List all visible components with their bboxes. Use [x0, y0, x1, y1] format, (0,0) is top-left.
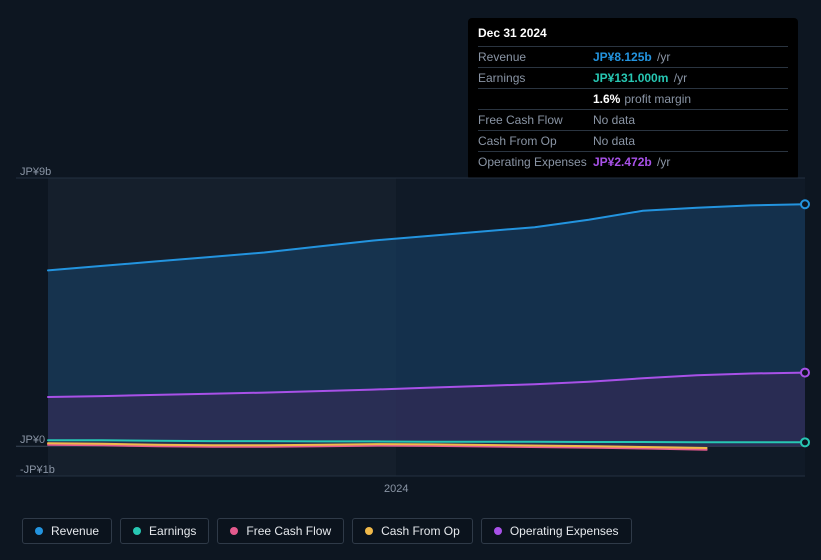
legend-item-revenue[interactable]: Revenue [22, 518, 112, 544]
tooltip-date: Dec 31 2024 [478, 26, 788, 40]
svg-text:JP¥9b: JP¥9b [20, 166, 51, 178]
chart-tooltip: Dec 31 2024 RevenueJP¥8.125b /yrEarnings… [468, 18, 798, 180]
tooltip-row: Cash From OpNo data [478, 130, 788, 151]
end-marker-revenue [801, 200, 809, 208]
legend-label: Earnings [149, 524, 196, 538]
svg-text:-JP¥1b: -JP¥1b [20, 464, 55, 476]
tooltip-row-value: 1.6%profit margin [593, 92, 691, 106]
legend-dot [230, 527, 238, 535]
tooltip-row-label [478, 92, 593, 106]
svg-text:JP¥0: JP¥0 [20, 434, 45, 446]
tooltip-row-value: JP¥131.000m /yr [593, 71, 687, 85]
legend-dot [35, 527, 43, 535]
legend-label: Cash From Op [381, 524, 460, 538]
tooltip-row-value: No data [593, 113, 635, 127]
svg-text:2024: 2024 [384, 483, 408, 495]
tooltip-row-value: No data [593, 134, 635, 148]
legend-item-earnings[interactable]: Earnings [120, 518, 209, 544]
legend-item-cash-from-op[interactable]: Cash From Op [352, 518, 473, 544]
end-marker-operating [801, 369, 809, 377]
tooltip-row: 1.6%profit margin [478, 88, 788, 109]
legend-label: Free Cash Flow [246, 524, 331, 538]
legend-label: Operating Expenses [510, 524, 619, 538]
tooltip-row-value: JP¥8.125b /yr [593, 50, 670, 64]
chart-svg: JP¥9b JP¥0 -JP¥1b 2024 [16, 160, 805, 500]
legend-dot [365, 527, 373, 535]
financials-chart[interactable]: JP¥9b JP¥0 -JP¥1b 2024 [16, 160, 805, 500]
legend-item-operating-expenses[interactable]: Operating Expenses [481, 518, 632, 544]
tooltip-row-label: Earnings [478, 71, 593, 85]
tooltip-row: EarningsJP¥131.000m /yr [478, 67, 788, 88]
legend-item-free-cash-flow[interactable]: Free Cash Flow [217, 518, 344, 544]
end-marker-earnings [801, 438, 809, 446]
legend-dot [494, 527, 502, 535]
tooltip-row-label: Free Cash Flow [478, 113, 593, 127]
tooltip-row: RevenueJP¥8.125b /yr [478, 46, 788, 67]
chart-legend: Revenue Earnings Free Cash Flow Cash From O… [22, 518, 632, 544]
legend-dot [133, 527, 141, 535]
tooltip-row-label: Cash From Op [478, 134, 593, 148]
tooltip-row: Free Cash FlowNo data [478, 109, 788, 130]
tooltip-rows: RevenueJP¥8.125b /yrEarningsJP¥131.000m … [478, 46, 788, 172]
legend-label: Revenue [51, 524, 99, 538]
tooltip-row-label: Revenue [478, 50, 593, 64]
